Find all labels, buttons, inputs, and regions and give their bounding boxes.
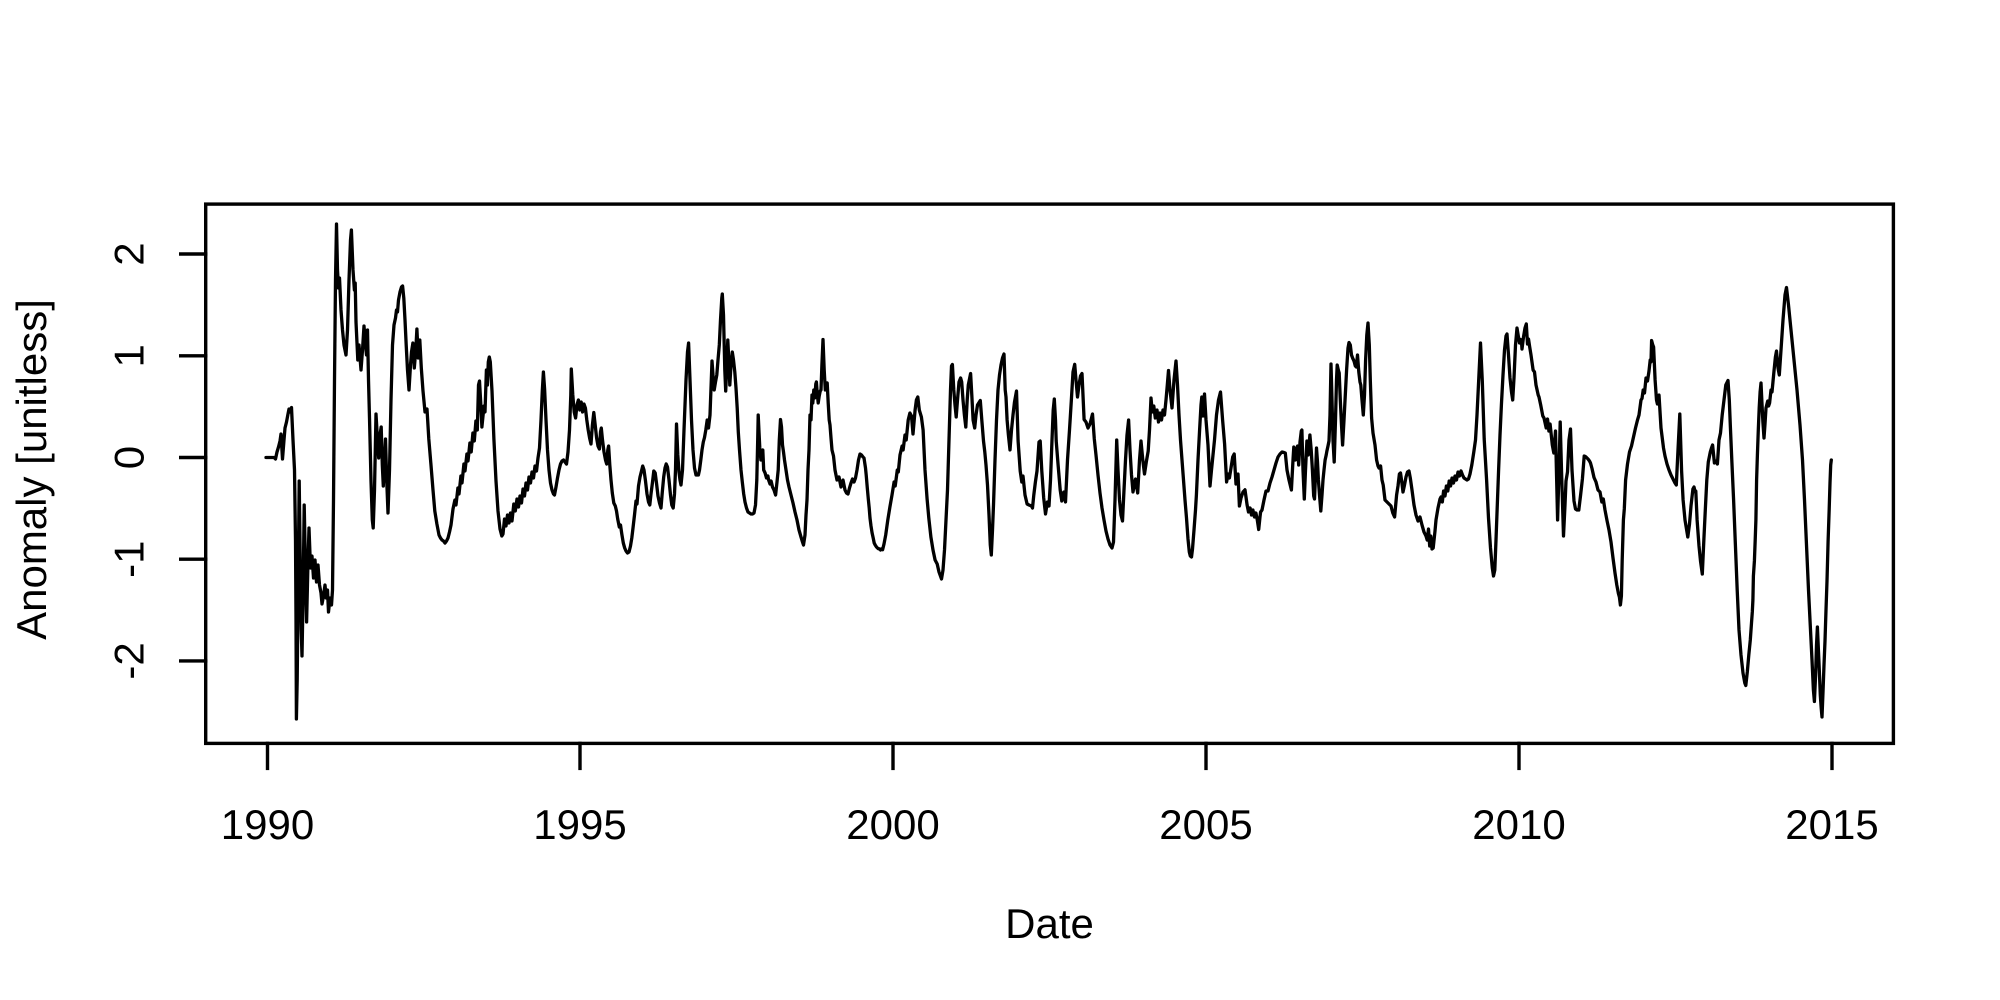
svg-text:1995: 1995 [533, 801, 626, 848]
svg-text:2010: 2010 [1472, 801, 1565, 848]
svg-text:1990: 1990 [221, 801, 314, 848]
svg-text:-1: -1 [106, 541, 153, 578]
svg-text:1: 1 [106, 344, 153, 367]
svg-text:2000: 2000 [846, 801, 939, 848]
svg-text:2: 2 [106, 242, 153, 265]
svg-text:Anomaly [unitless]: Anomaly [unitless] [8, 299, 55, 640]
svg-text:2015: 2015 [1785, 801, 1878, 848]
svg-text:2005: 2005 [1159, 801, 1252, 848]
svg-text:0: 0 [106, 446, 153, 469]
svg-text:Date: Date [1005, 900, 1094, 947]
svg-text:-2: -2 [106, 642, 153, 679]
